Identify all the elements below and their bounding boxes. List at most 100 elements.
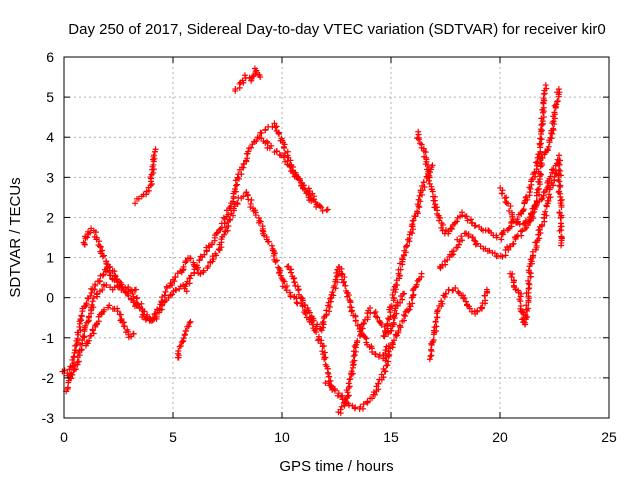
data-point [273, 257, 280, 264]
data-point [182, 327, 189, 334]
data-point [321, 356, 328, 363]
data-point [176, 343, 183, 350]
data-point [119, 319, 126, 326]
data-point [380, 365, 387, 372]
data-point [386, 351, 393, 358]
data-point [84, 234, 91, 241]
data-point [498, 190, 505, 197]
data-point [359, 405, 366, 412]
data-point [152, 146, 159, 153]
data-point [172, 274, 179, 281]
data-point [114, 308, 121, 315]
y-axis-label: SDTVAR / TECUs [7, 177, 24, 297]
data-point [288, 269, 295, 276]
data-point [251, 65, 258, 72]
data-point [558, 242, 565, 249]
data-point [80, 239, 87, 246]
data-point [418, 270, 425, 277]
data-point [271, 250, 278, 257]
data-point [331, 386, 338, 393]
data-point [305, 185, 312, 192]
data-point [542, 208, 549, 215]
data-point [372, 391, 379, 398]
data-point [316, 202, 323, 209]
data-point [287, 163, 294, 170]
data-point [294, 174, 301, 181]
data-point [200, 267, 207, 274]
data-point [427, 353, 434, 360]
data-point [409, 292, 416, 299]
data-point [551, 173, 558, 180]
data-point [272, 258, 279, 265]
data-point [232, 86, 239, 93]
data-point [525, 285, 532, 292]
data-point [466, 305, 473, 312]
data-point [452, 284, 459, 291]
data-point [523, 302, 530, 309]
data-point [265, 238, 272, 245]
data-point [384, 362, 391, 369]
data-point [500, 227, 507, 234]
data-point [161, 292, 168, 299]
data-point [438, 298, 445, 305]
data-point [538, 196, 545, 203]
data-point [520, 206, 527, 213]
data-point [291, 279, 298, 286]
data-point [187, 275, 194, 282]
data-point [390, 319, 397, 326]
data-point [429, 188, 436, 195]
data-point [304, 304, 311, 311]
data-point [273, 148, 280, 155]
data-point [472, 241, 479, 248]
data-point [556, 161, 563, 168]
data-point [442, 226, 449, 233]
data-point [556, 227, 563, 234]
data-point [235, 175, 242, 182]
data-point [87, 292, 94, 299]
data-point [320, 351, 327, 358]
y-tick-label: 1 [46, 250, 54, 266]
data-point [537, 163, 544, 170]
data-point [88, 301, 95, 308]
data-point [528, 176, 535, 183]
data-point [539, 221, 546, 228]
data-point [533, 189, 540, 196]
data-point [117, 311, 124, 318]
data-point [397, 266, 404, 273]
data-point [252, 212, 259, 219]
data-point [367, 309, 374, 316]
data-point [378, 371, 385, 378]
data-point [286, 266, 293, 273]
data-point [538, 127, 545, 134]
data-point [434, 307, 441, 314]
data-point [461, 294, 468, 301]
data-point [143, 191, 150, 198]
data-point [175, 348, 182, 355]
data-point [103, 268, 110, 275]
data-point [545, 143, 552, 150]
data-point [493, 234, 500, 241]
data-point [352, 317, 359, 324]
data-point [507, 203, 514, 210]
data-point [91, 286, 98, 293]
plot-frame [63, 56, 610, 419]
data-point [364, 398, 371, 405]
grid-lines [64, 57, 609, 418]
data-point [450, 248, 457, 255]
data-point [448, 225, 455, 232]
data-point [544, 197, 551, 204]
data-point [425, 177, 432, 184]
data-point [415, 196, 422, 203]
data-point [231, 186, 238, 193]
data-point [346, 383, 353, 390]
axis-ticks: -3 -2 -1 0 1 2 3 4 5 6 0 5 10 15 20 25 [42, 49, 617, 445]
data-point [327, 295, 334, 302]
data-point [89, 326, 96, 333]
data-point [399, 296, 406, 303]
data-point [101, 306, 108, 313]
data-point [415, 136, 422, 143]
data-point [540, 114, 547, 121]
data-point [96, 278, 103, 285]
